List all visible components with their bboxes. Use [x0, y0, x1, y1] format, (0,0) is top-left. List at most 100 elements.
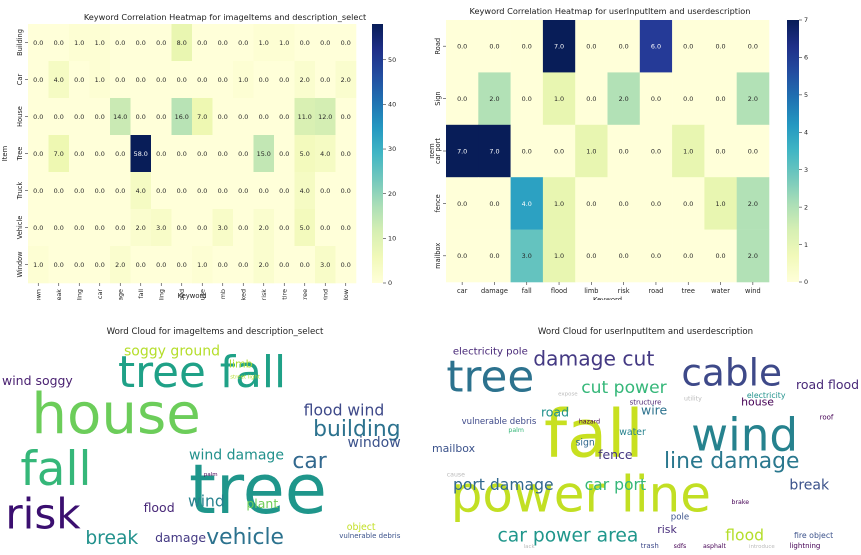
heatmap-cell: [28, 246, 49, 284]
heatmap-cell: [171, 61, 193, 99]
x-tick-label: floading: [157, 289, 165, 300]
x-tick-label: damage: [116, 289, 124, 300]
colorbar: [787, 20, 799, 282]
heatmap-cell: [253, 61, 275, 99]
colorbar-tick-label: 20: [388, 190, 396, 198]
wordcloud-word: plant: [246, 496, 278, 511]
cell-label: 0.0: [619, 43, 629, 51]
cell-label: 0.0: [489, 43, 499, 51]
cell-label: 0.0: [218, 187, 228, 195]
cell-label: 58.0: [134, 150, 148, 158]
wordcloud-word: car port: [585, 476, 646, 494]
heatmap-cell: [335, 246, 357, 284]
heatmap-cell: [212, 61, 234, 99]
y-axis-label: Item: [430, 143, 436, 159]
heatmap-cell: [130, 98, 152, 136]
x-axis-label: Keyword: [593, 296, 622, 300]
heatmap-cell: [89, 172, 111, 210]
y-tick-label: mailbox: [434, 243, 442, 269]
heatmap-cell: [639, 20, 673, 73]
heatmap-cell: [48, 209, 70, 247]
heatmap-cell: [212, 135, 234, 173]
heatmap-cell: [48, 135, 70, 173]
cell-label: 12.0: [318, 113, 332, 121]
cell-label: 1.0: [554, 252, 564, 260]
wordcloud-word: electricity: [747, 391, 786, 400]
cell-label: 0.0: [715, 252, 725, 260]
x-tick-label: risk: [260, 289, 268, 300]
y-tick-label: Truck: [16, 182, 24, 201]
wordcloud-word: flood: [144, 500, 175, 515]
wordcloud-word: car power area: [497, 526, 638, 547]
heatmap-cell: [294, 246, 316, 284]
cell-label: 0.0: [748, 43, 758, 51]
cell-label: 0.0: [341, 150, 351, 158]
heatmap-cell: [510, 229, 544, 283]
cell-label: 1.0: [715, 200, 725, 208]
heatmap-cell: [335, 209, 357, 247]
cell-label: 2.0: [341, 76, 351, 84]
cell-label: 0.0: [115, 76, 125, 84]
heatmap-cell: [510, 124, 544, 178]
cell-label: 0.0: [715, 147, 725, 155]
heatmap-cell: [639, 72, 673, 126]
heatmap-cell: [736, 124, 770, 178]
y-tick-label: fence: [434, 194, 442, 212]
heatmap-cell: [212, 172, 234, 210]
wordcloud-word: tree: [189, 450, 327, 530]
cell-label: 0.0: [457, 43, 467, 51]
cell-label: 0.0: [115, 39, 125, 47]
cell-label: 0.0: [683, 43, 693, 51]
cell-label: 0.0: [218, 76, 228, 84]
heatmap-cell: [510, 72, 544, 126]
cell-label: 0.0: [259, 187, 269, 195]
wordcloud-word: wind damage: [189, 448, 284, 464]
heatmap-cell: [233, 61, 254, 99]
x-tick-label: wind: [321, 289, 329, 300]
cell-label: 0.0: [457, 200, 467, 208]
cell-label: 0.0: [95, 150, 105, 158]
heatmap-cell: [130, 24, 152, 62]
heatmap-cell: [736, 72, 770, 126]
x-tick-label: risk: [618, 287, 630, 295]
wordcloud-word: line damage: [664, 449, 800, 474]
y-tick-label: Window: [16, 251, 24, 278]
heatmap-cell: [639, 177, 673, 230]
heatmap-cell: [233, 98, 254, 136]
heatmap-cell: [89, 98, 111, 136]
cell-label: 0.0: [218, 39, 228, 47]
heatmap-cell: [151, 172, 172, 210]
cell-label: 5.0: [300, 150, 310, 158]
heatmap-cell: [607, 124, 641, 178]
heatmap-cell: [639, 229, 673, 283]
cell-label: 0.0: [177, 76, 187, 84]
wordcloud-title: Word Cloud for imageItems and descriptio…: [107, 327, 324, 337]
chart-title: Keyword Correlation Heatmap for userInpu…: [470, 6, 751, 16]
y-tick-label: Car: [16, 74, 24, 86]
heatmap-cell: [575, 177, 608, 230]
cell-label: 3.0: [218, 224, 228, 232]
colorbar-tick-label: 6: [804, 54, 808, 62]
heatmap-cell: [48, 246, 70, 284]
cell-label: 0.0: [95, 261, 105, 269]
cell-label: 0.0: [300, 39, 310, 47]
cell-label: 7.0: [489, 147, 499, 155]
cell-label: 2.0: [115, 261, 125, 269]
heatmap-cell: [274, 209, 295, 247]
cell-label: 15.0: [257, 150, 271, 158]
cell-label: 0.0: [74, 150, 84, 158]
wordcloud-word: sdfs: [674, 543, 687, 550]
heatmap-cell: [212, 24, 234, 62]
wordcloud-word: flood wind: [304, 402, 385, 420]
wordcloud-word: palm: [204, 472, 218, 478]
x-tick-label: car: [96, 289, 104, 299]
x-tick-label: car: [457, 287, 468, 295]
heatmap-cell: [672, 177, 705, 230]
cell-label: 0.0: [238, 261, 248, 269]
heatmap-cell: [110, 135, 131, 173]
wordcloud-word: cable: [681, 351, 782, 395]
wordcloud-word: road flood: [796, 377, 859, 392]
wordcloud-word: wind: [188, 493, 225, 511]
wordcloud-word: damage: [155, 530, 206, 545]
heatmap-cell: [253, 24, 275, 62]
